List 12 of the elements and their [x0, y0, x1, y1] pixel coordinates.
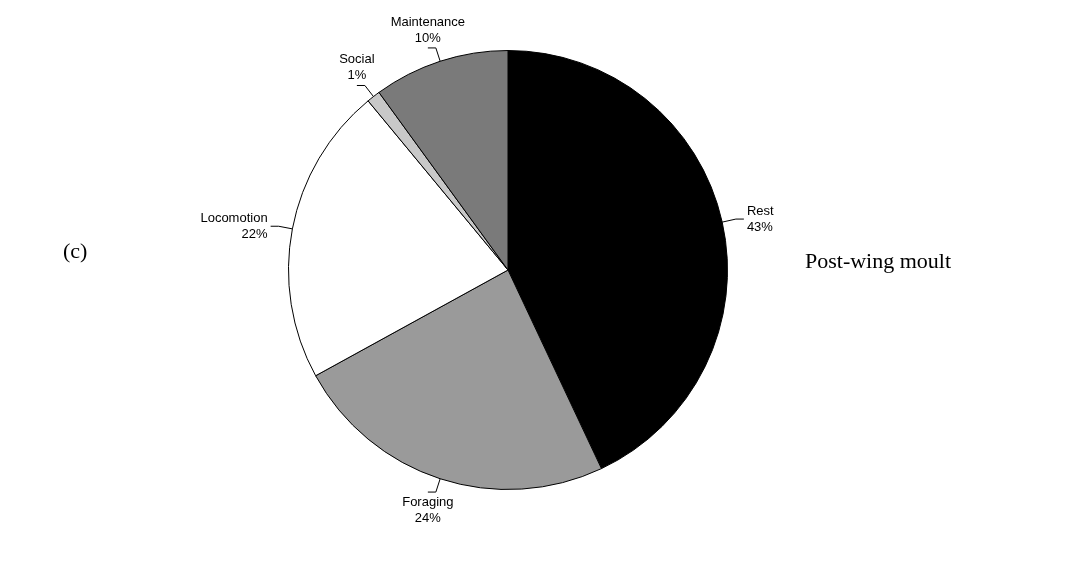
data-label: 1%: [347, 67, 367, 83]
data-label: 24%: [414, 510, 442, 526]
slice-label: Foraging: [402, 494, 454, 510]
slice-label: Locomotion: [200, 210, 268, 226]
slice-label: Rest: [746, 203, 774, 219]
text: (c): [63, 238, 88, 264]
data-label: 43%: [746, 219, 774, 235]
text: Post-wing moult: [805, 248, 952, 274]
slice-label: Social: [339, 51, 375, 67]
slice-label: Maintenance: [390, 13, 466, 29]
data-label: 10%: [414, 29, 442, 45]
data-label: 22%: [241, 226, 269, 242]
